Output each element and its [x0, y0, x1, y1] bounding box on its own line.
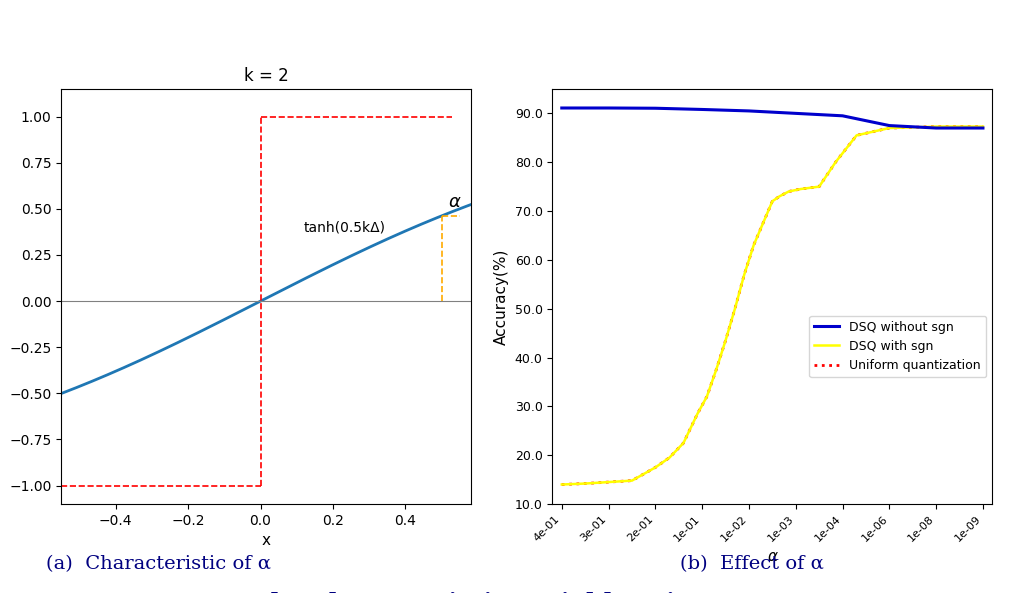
Uniform quantization [748, 242, 760, 249]
Title: k = 2: k = 2 [243, 66, 288, 85]
DSQ without sgn [555, 104, 568, 111]
Uniform quantization [783, 188, 795, 195]
DSQ without sgn [790, 110, 802, 117]
DSQ with sgn [783, 188, 795, 195]
DSQ with sgn [757, 219, 769, 227]
Line: Uniform quantization: Uniform quantization [562, 126, 983, 484]
DSQ with sgn [850, 132, 862, 139]
DSQ with sgn [766, 197, 779, 205]
DSQ with sgn [739, 271, 751, 278]
Uniform quantization [953, 123, 966, 130]
DSQ without sgn [603, 104, 615, 111]
Uniform quantization [813, 183, 826, 190]
DSQ with sgn [773, 193, 786, 200]
DSQ with sgn [701, 393, 713, 400]
Uniform quantization [757, 219, 769, 227]
DSQ with sgn [748, 242, 760, 249]
Uniform quantization [830, 159, 842, 166]
DSQ with sgn [663, 454, 675, 461]
DSQ with sgn [953, 123, 966, 130]
DSQ with sgn [579, 480, 591, 487]
Legend: DSQ without sgn, DSQ with sgn, Uniform quantization: DSQ without sgn, DSQ with sgn, Uniform q… [809, 315, 986, 377]
Line: DSQ without sgn: DSQ without sgn [562, 108, 983, 128]
Uniform quantization [916, 123, 928, 130]
Uniform quantization [766, 197, 779, 205]
Uniform quantization [579, 480, 591, 487]
Uniform quantization [650, 464, 662, 471]
DSQ without sgn [743, 107, 755, 114]
Text: tanh(0.5kΔ): tanh(0.5kΔ) [304, 220, 386, 234]
X-axis label: α: α [767, 549, 777, 564]
DSQ with sgn [719, 337, 731, 344]
Uniform quantization [728, 305, 741, 313]
DSQ with sgn [692, 410, 704, 417]
Uniform quantization [692, 410, 704, 417]
DSQ with sgn [728, 305, 741, 313]
Uniform quantization [555, 481, 568, 488]
DSQ without sgn [837, 112, 849, 119]
Text: (b)  Effect of α: (b) Effect of α [680, 555, 824, 573]
DSQ without sgn [883, 122, 895, 129]
Text: α: α [449, 193, 460, 211]
DSQ with sgn [916, 123, 928, 130]
Text: The characteristic variable α in DSQ.: The characteristic variable α in DSQ. [252, 592, 771, 593]
Uniform quantization [603, 479, 615, 486]
Uniform quantization [710, 366, 722, 374]
Uniform quantization [930, 123, 942, 130]
DSQ with sgn [977, 123, 989, 130]
Line: DSQ with sgn: DSQ with sgn [562, 126, 983, 484]
DSQ without sgn [696, 106, 708, 113]
DSQ with sgn [603, 479, 615, 486]
Uniform quantization [850, 132, 862, 139]
DSQ with sgn [555, 481, 568, 488]
DSQ without sgn [650, 105, 662, 112]
Y-axis label: Accuracy(%): Accuracy(%) [494, 248, 509, 345]
Uniform quantization [719, 337, 731, 344]
Uniform quantization [739, 271, 751, 278]
DSQ with sgn [813, 183, 826, 190]
DSQ without sgn [930, 125, 942, 132]
DSQ with sgn [930, 123, 942, 130]
Uniform quantization [663, 454, 675, 461]
DSQ with sgn [710, 366, 722, 374]
Uniform quantization [977, 123, 989, 130]
DSQ with sgn [677, 439, 690, 447]
Uniform quantization [794, 186, 806, 193]
Uniform quantization [883, 125, 895, 132]
DSQ with sgn [626, 477, 638, 484]
DSQ with sgn [650, 464, 662, 471]
Uniform quantization [773, 193, 786, 200]
DSQ with sgn [883, 125, 895, 132]
Uniform quantization [701, 393, 713, 400]
DSQ with sgn [794, 186, 806, 193]
DSQ without sgn [977, 125, 989, 132]
DSQ with sgn [830, 159, 842, 166]
X-axis label: x: x [262, 533, 270, 549]
Text: (a)  Characteristic of α: (a) Characteristic of α [46, 555, 271, 573]
Uniform quantization [626, 477, 638, 484]
Uniform quantization [677, 439, 690, 447]
